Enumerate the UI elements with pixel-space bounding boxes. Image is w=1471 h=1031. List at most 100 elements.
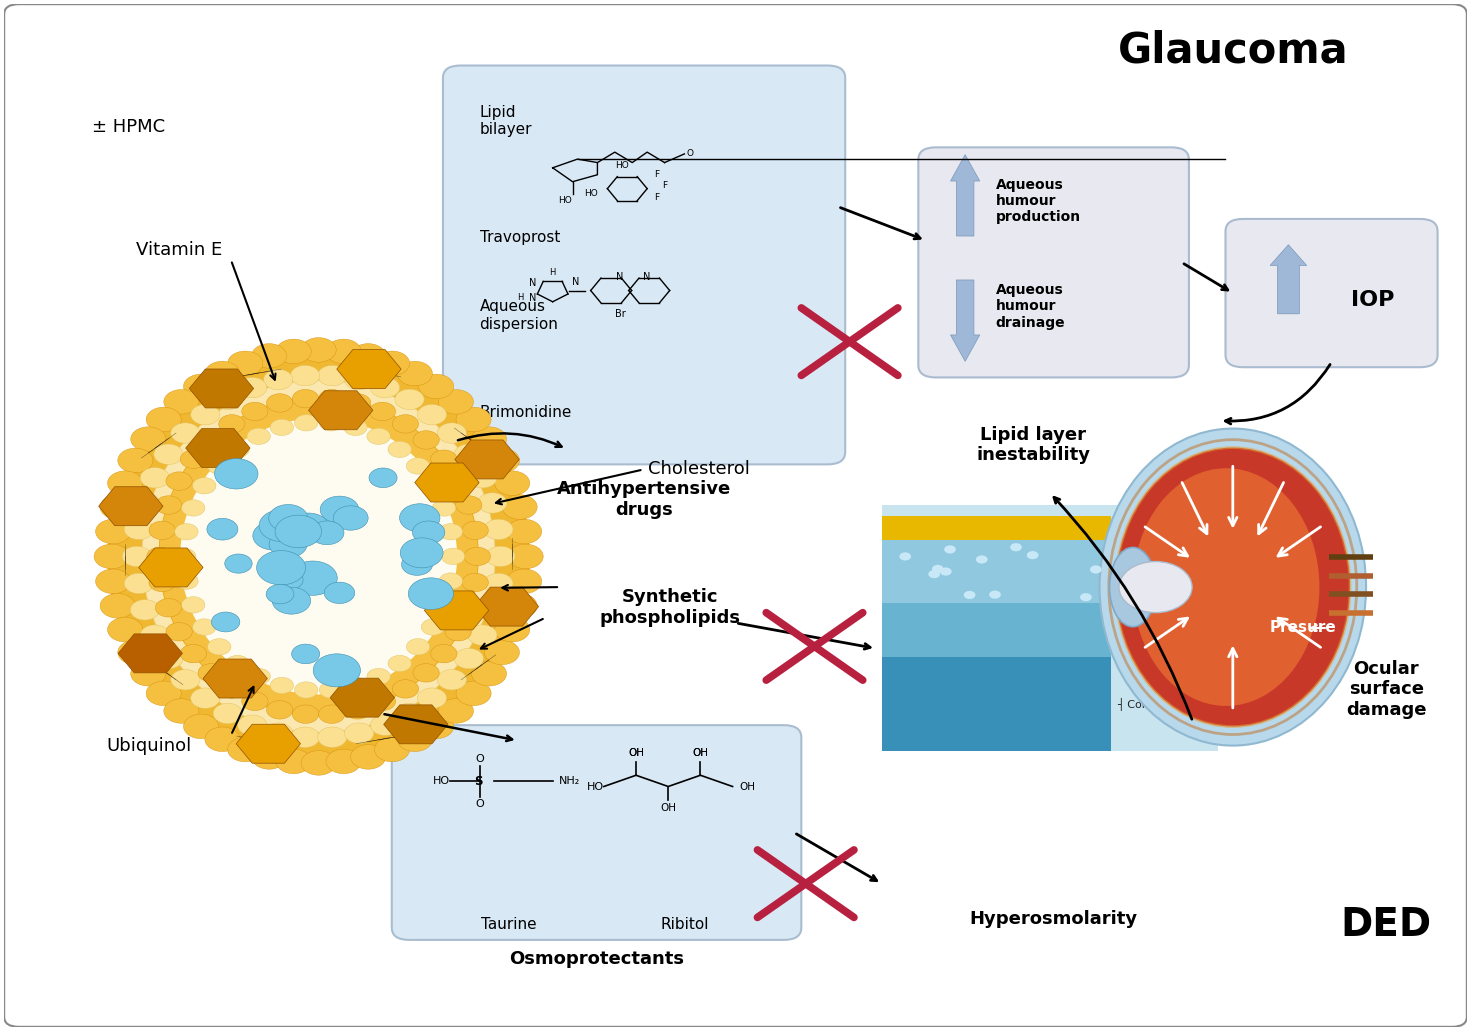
Circle shape [375,737,409,762]
Text: OH: OH [738,781,755,792]
Circle shape [502,594,537,619]
Circle shape [318,365,347,386]
Text: Glaucoma: Glaucoma [1118,29,1347,71]
Circle shape [227,441,249,458]
Circle shape [502,495,537,520]
Circle shape [252,343,287,368]
Circle shape [437,423,466,443]
Circle shape [294,681,318,698]
Circle shape [146,407,181,432]
Ellipse shape [116,355,521,758]
Circle shape [219,414,246,433]
Text: Vitamin E: Vitamin E [135,240,222,259]
Circle shape [319,390,344,408]
Circle shape [975,556,987,564]
Circle shape [456,496,482,514]
Circle shape [140,625,169,645]
Ellipse shape [1133,468,1319,706]
Circle shape [131,662,166,686]
Circle shape [371,377,400,398]
Circle shape [181,450,206,468]
Circle shape [421,477,444,494]
Circle shape [149,573,175,592]
Circle shape [438,390,474,414]
Circle shape [163,390,199,414]
Circle shape [274,567,304,588]
Circle shape [393,414,419,433]
Circle shape [438,699,474,724]
Circle shape [446,472,471,491]
Circle shape [124,573,153,594]
Circle shape [319,705,344,724]
Circle shape [327,750,362,773]
Circle shape [440,573,462,590]
Circle shape [413,664,440,683]
Text: ± HPMC: ± HPMC [91,118,165,136]
Text: H: H [516,293,524,302]
Text: N: N [528,278,535,289]
Text: N: N [616,272,624,282]
Circle shape [344,723,374,743]
Circle shape [506,569,541,594]
Circle shape [366,428,390,444]
Circle shape [431,644,457,663]
Circle shape [175,524,199,540]
Bar [881,539,1111,603]
Circle shape [485,546,515,567]
Circle shape [238,377,266,398]
Circle shape [131,427,166,452]
Circle shape [156,496,182,514]
Text: Mucin layer: Mucin layer [1118,624,1186,637]
Circle shape [107,471,143,496]
Circle shape [191,404,221,425]
Circle shape [324,583,355,603]
Text: Aqueous
humour
drainage: Aqueous humour drainage [996,284,1065,330]
Text: Aqueous layer: Aqueous layer [1118,565,1202,578]
Text: Brimonidine: Brimonidine [480,405,572,420]
Circle shape [462,521,488,539]
Circle shape [275,516,322,547]
Circle shape [409,577,453,609]
Text: HO: HO [615,161,630,169]
Text: NH₂: NH₂ [559,776,580,787]
Circle shape [225,554,252,573]
Circle shape [146,681,181,705]
Circle shape [181,597,204,613]
Ellipse shape [1109,547,1156,627]
Circle shape [241,402,268,421]
Circle shape [310,521,344,544]
Circle shape [219,679,246,698]
Circle shape [412,521,444,543]
Circle shape [327,339,362,364]
Circle shape [455,444,484,465]
Text: Hyperosmolarity: Hyperosmolarity [969,910,1137,929]
Circle shape [302,337,337,362]
Text: O: O [475,754,484,764]
Text: F: F [662,180,668,190]
Circle shape [432,500,456,517]
Circle shape [293,390,319,408]
Text: N: N [643,272,650,282]
Text: O: O [687,149,694,159]
Circle shape [437,669,466,690]
Text: Lipid
bilayer: Lipid bilayer [480,105,533,137]
Circle shape [484,448,519,472]
Circle shape [344,394,371,412]
Circle shape [456,681,491,705]
Circle shape [1090,565,1102,573]
Circle shape [478,600,507,620]
Text: Br: Br [615,309,625,319]
Circle shape [199,664,225,683]
Circle shape [131,493,159,513]
Circle shape [193,477,216,494]
Circle shape [247,428,271,444]
FancyArrow shape [1269,244,1306,313]
Text: OH: OH [693,749,709,759]
Circle shape [964,591,975,599]
Circle shape [122,546,152,567]
Circle shape [241,692,268,710]
Circle shape [400,504,440,532]
Circle shape [277,750,312,773]
Ellipse shape [143,380,496,732]
Circle shape [288,561,337,595]
